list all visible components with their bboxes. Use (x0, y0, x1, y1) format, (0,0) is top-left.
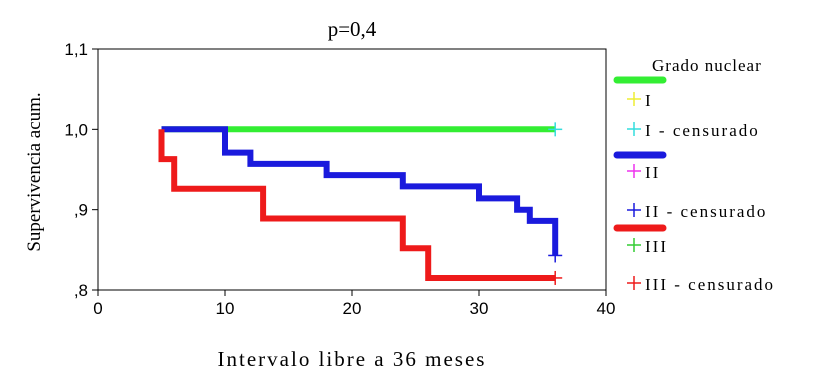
y-tick-label: ,9 (74, 201, 88, 220)
y-axis: ,8 ,9 1,0 1,1 (64, 40, 98, 300)
legend-censor-marker (627, 203, 641, 217)
legend-label: III - censurado (645, 275, 775, 294)
censor-mark (548, 248, 563, 263)
legend-censor-marker (627, 276, 641, 290)
x-tick-label: 20 (343, 299, 362, 318)
censor-mark (548, 270, 563, 285)
y-tick-label: ,8 (74, 281, 88, 300)
censor-mark (548, 122, 563, 137)
x-axis-label: Intervalo libre a 36 meses (218, 347, 487, 371)
legend-label: I (645, 91, 653, 110)
y-tick-label: 1,1 (64, 40, 88, 59)
legend-censor-marker (627, 164, 641, 178)
x-tick-label: 10 (216, 299, 235, 318)
y-axis-label: Supervivencia acum. (24, 92, 45, 251)
series-layer (158, 122, 563, 285)
legend-censor-marker (627, 122, 641, 136)
legend-label: II - censurado (645, 202, 767, 221)
x-tick-label: 0 (93, 299, 102, 318)
legend-label: I - censurado (645, 121, 760, 140)
legend-label: II (645, 163, 660, 182)
legend-censor-marker (627, 238, 641, 252)
legend-label: III (645, 237, 668, 256)
y-tick-label: 1,0 (64, 120, 88, 139)
series-line-3 (158, 129, 556, 281)
legend-censor-marker (627, 92, 641, 106)
x-tick-label: 30 (470, 299, 489, 318)
legend-title: Grado nuclear (652, 56, 762, 75)
series-line-2 (161, 126, 559, 256)
x-axis: 0 10 20 30 40 (93, 290, 615, 318)
chart-title: p=0,4 (328, 17, 377, 41)
x-tick-label: 40 (597, 299, 616, 318)
